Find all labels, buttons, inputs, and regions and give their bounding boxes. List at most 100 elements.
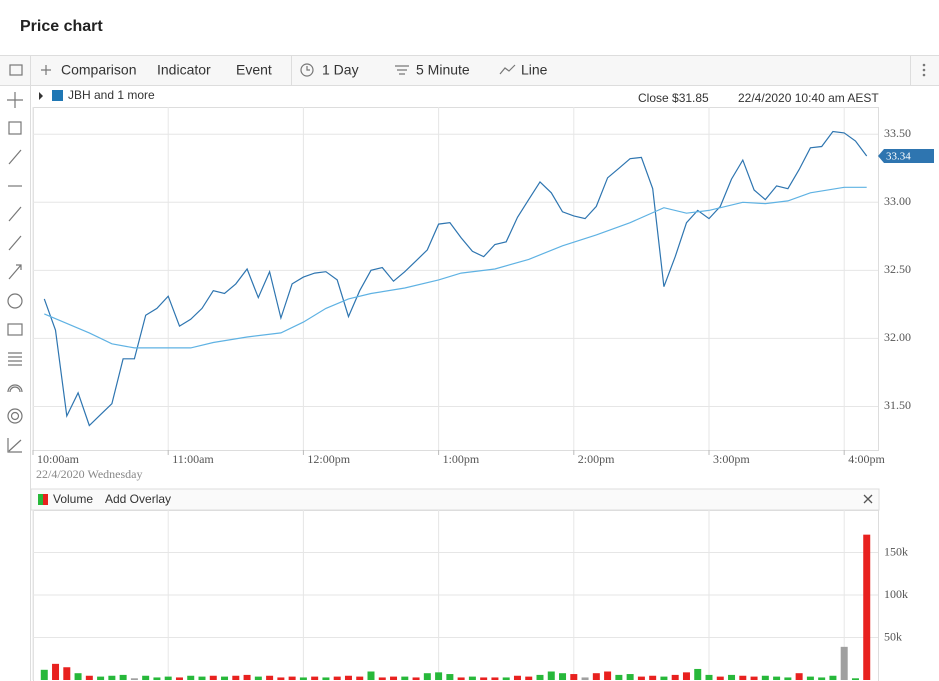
- volume-bar: [299, 677, 307, 680]
- toolbar: [0, 56, 939, 85]
- volume-bar: [682, 672, 690, 680]
- legend-swatch: [38, 494, 43, 505]
- legend-swatch: [43, 494, 48, 505]
- volume-bar: [232, 675, 240, 680]
- line-tool[interactable]: [8, 149, 22, 165]
- arc-tool[interactable]: [7, 384, 23, 393]
- volume-bar: [378, 677, 386, 680]
- x-tick-label: 11:00am: [172, 452, 214, 466]
- volume-bar: [209, 675, 217, 680]
- y-tick-label: 32.00: [884, 330, 911, 344]
- period-button[interactable]: 1 Day: [322, 62, 359, 78]
- volume-bar: [356, 676, 364, 680]
- indicator-button[interactable]: Indicator: [157, 62, 211, 78]
- volume-bar: [221, 676, 229, 680]
- y-tick-label: 33.00: [884, 194, 911, 208]
- menu-dot[interactable]: [922, 63, 926, 67]
- volume-bar: [344, 675, 352, 680]
- y-tick-label: 33.50: [884, 126, 911, 140]
- volume-bar: [243, 674, 251, 680]
- volume-bar: [423, 673, 431, 680]
- event-button[interactable]: Event: [236, 62, 272, 78]
- volume-bar: [818, 677, 826, 680]
- measure-tool[interactable]: [7, 438, 22, 453]
- volume-bar: [716, 676, 724, 680]
- timestamp: 22/4/2020 10:40 am AEST: [738, 91, 879, 105]
- volume-bar: [63, 667, 71, 680]
- text-tool[interactable]: [8, 121, 22, 135]
- volume-bar: [525, 676, 533, 680]
- menu-dot: [922, 73, 926, 77]
- volume-bar: [626, 674, 634, 680]
- interval-button[interactable]: 5 Minute: [416, 62, 470, 78]
- legend-swatch: [52, 90, 63, 101]
- y-tick-label: 100k: [884, 587, 908, 601]
- volume-bar: [604, 671, 612, 680]
- comparison-button[interactable]: Comparison: [61, 62, 136, 78]
- folder-icon[interactable]: [9, 64, 23, 76]
- volume-bar: [457, 677, 465, 680]
- volume-bar: [198, 676, 206, 680]
- volume-bar: [266, 675, 274, 680]
- expand-arrow[interactable]: [39, 92, 43, 100]
- chart-type-button[interactable]: Line: [521, 62, 548, 78]
- volume-bar: [671, 674, 679, 680]
- volume-bar: [536, 674, 544, 680]
- circle-tool[interactable]: [7, 293, 23, 309]
- close-panel-button[interactable]: [863, 494, 873, 504]
- volume-bar: [311, 676, 319, 680]
- volume-bar: [175, 677, 183, 680]
- volume-bar: [840, 646, 848, 680]
- volume-bar: [367, 671, 375, 680]
- volume-bar: [153, 677, 161, 680]
- fib-tool[interactable]: [8, 352, 22, 366]
- channel-tool[interactable]: [8, 235, 22, 251]
- ray-tool[interactable]: [8, 206, 22, 222]
- volume-bar: [468, 676, 476, 680]
- volume-bar: [277, 677, 285, 680]
- volume-bar: [164, 676, 172, 680]
- fan-tool: [10, 411, 20, 421]
- legend-label[interactable]: JBH and 1 more: [68, 88, 155, 102]
- volume-bar: [119, 674, 127, 680]
- price-line: [44, 186, 867, 349]
- crosshair-tool[interactable]: [7, 92, 23, 108]
- volume-bar: [513, 675, 521, 680]
- volume-bar: [40, 669, 48, 680]
- y-tick-label: 150k: [884, 544, 908, 558]
- volume-bar: [435, 672, 443, 680]
- volume-bar: [85, 675, 93, 680]
- volume-bar: [502, 677, 510, 680]
- volume-bar: [142, 675, 150, 680]
- x-tick-label: 3:00pm: [713, 452, 750, 466]
- volume-bar: [401, 676, 409, 680]
- volume-bar: [728, 674, 736, 680]
- volume-bar: [649, 675, 657, 680]
- volume-bar: [694, 668, 702, 680]
- volume-bar: [592, 673, 600, 680]
- volume-bar: [108, 675, 116, 680]
- x-tick-label: 10:00am: [37, 452, 80, 466]
- volume-bar: [288, 676, 296, 680]
- rect-tool[interactable]: [7, 323, 23, 336]
- volume-bar: [660, 676, 668, 680]
- volume-plot-frame: [33, 510, 879, 681]
- x-tick-label: 4:00pm: [848, 452, 885, 466]
- volume-bar: [491, 677, 499, 680]
- legend-label: Volume: [53, 492, 93, 506]
- fan-tool[interactable]: [7, 408, 23, 424]
- drawing-tools: [7, 92, 23, 453]
- plus-icon: [41, 65, 51, 75]
- x-sublabel: 22/4/2020 Wednesday: [36, 467, 142, 481]
- add-overlay-button[interactable]: Add Overlay: [105, 492, 171, 506]
- volume-bar: [784, 677, 792, 680]
- header-bar: [0, 0, 939, 55]
- last-price-label: 33.34: [886, 151, 911, 163]
- price-plot-frame: [33, 107, 879, 451]
- price-line: [43, 130, 868, 427]
- arrow-tool[interactable]: [8, 264, 22, 280]
- y-tick-label: 50k: [884, 629, 902, 643]
- y-tick-label: 31.50: [884, 398, 911, 412]
- volume-bar: [322, 677, 330, 680]
